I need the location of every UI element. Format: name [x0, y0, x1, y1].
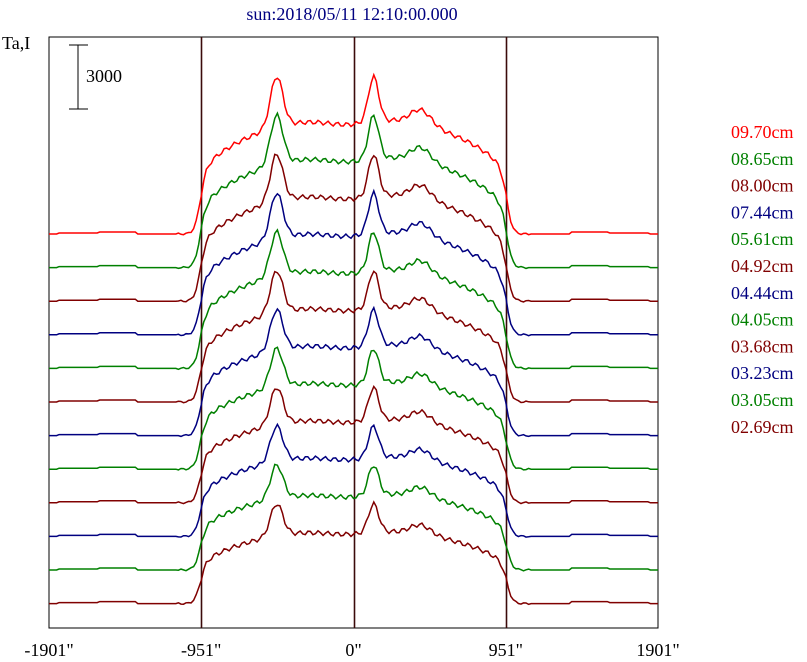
series-line-09.70cm — [49, 72, 658, 236]
legend-entry-3: 07.44cm — [731, 202, 794, 222]
legend-entry-9: 03.23cm — [731, 363, 794, 383]
series-line-04.05cm — [49, 346, 658, 471]
series-line-03.23cm — [49, 422, 658, 538]
legend-entry-0: 09.70cm — [731, 122, 794, 142]
legend-entry-2: 08.00cm — [731, 176, 794, 196]
legend-entry-4: 05.61cm — [731, 229, 794, 249]
legend-entry-7: 04.05cm — [731, 310, 794, 330]
y-axis-label: Ta,I — [2, 33, 30, 53]
series-line-07.44cm — [49, 188, 658, 337]
series-line-03.05cm — [49, 463, 658, 572]
series-line-02.69cm — [49, 500, 658, 606]
legend-entry-8: 03.68cm — [731, 336, 794, 356]
series-line-03.68cm — [49, 384, 658, 505]
plot-frame — [48, 36, 659, 629]
legend-entry-5: 04.92cm — [731, 256, 794, 276]
series-line-08.00cm — [49, 153, 658, 303]
legend-entry-6: 04.44cm — [731, 283, 794, 303]
x-tick-label-2: 0" — [345, 640, 361, 660]
legend-entry-11: 02.69cm — [731, 417, 794, 437]
legend-entry-1: 08.65cm — [731, 149, 794, 169]
legend-entry-10: 03.05cm — [731, 390, 794, 410]
series-line-05.61cm — [49, 228, 658, 371]
x-tick-label-4: 1901" — [636, 640, 679, 660]
series-line-04.44cm — [49, 305, 658, 438]
x-tick-label-1: -951" — [181, 640, 221, 660]
series-line-08.65cm — [49, 111, 658, 270]
scale-bar: 3000 — [69, 44, 122, 110]
x-tick-label-3: 951" — [489, 640, 523, 660]
series-line-04.92cm — [49, 270, 658, 404]
scale-bar-label: 3000 — [86, 66, 122, 86]
chart-title: sun:2018/05/11 12:10:00.000 — [246, 4, 457, 24]
x-tick-label-0: -1901" — [24, 640, 73, 660]
